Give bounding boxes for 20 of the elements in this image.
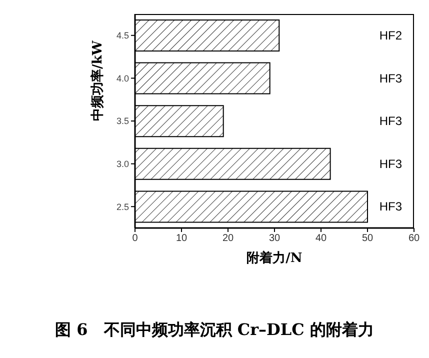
text: 图 6 不同中频功率沉积 Cr–DLC 的附着力 [54, 320, 375, 341]
y-axis-title: 中频功率/kW [90, 40, 106, 121]
x-tick-label: 40 [315, 233, 327, 244]
x-tick-label: 20 [222, 233, 234, 244]
x-tick-label: 30 [268, 233, 280, 244]
x-tick-label: 50 [362, 233, 374, 244]
x-axis-title: 附着力/N [246, 250, 302, 266]
y-tick-label: 4.5 [116, 30, 129, 41]
y-tick-label: 2.5 [116, 202, 129, 212]
data-label: HF2 [379, 28, 402, 42]
x-tick-label: 0 [132, 233, 138, 244]
data-label: HF3 [379, 200, 402, 214]
data-label: HF3 [379, 71, 402, 86]
y-tick-label: 3.0 [116, 158, 129, 169]
data-label: HF3 [379, 156, 402, 171]
y-tick-label: 3.5 [116, 116, 129, 126]
data-label: HF3 [379, 114, 402, 128]
x-tick-label: 10 [176, 233, 188, 244]
x-tick-label: 60 [408, 233, 420, 244]
y-tick-label: 4.0 [116, 73, 129, 84]
